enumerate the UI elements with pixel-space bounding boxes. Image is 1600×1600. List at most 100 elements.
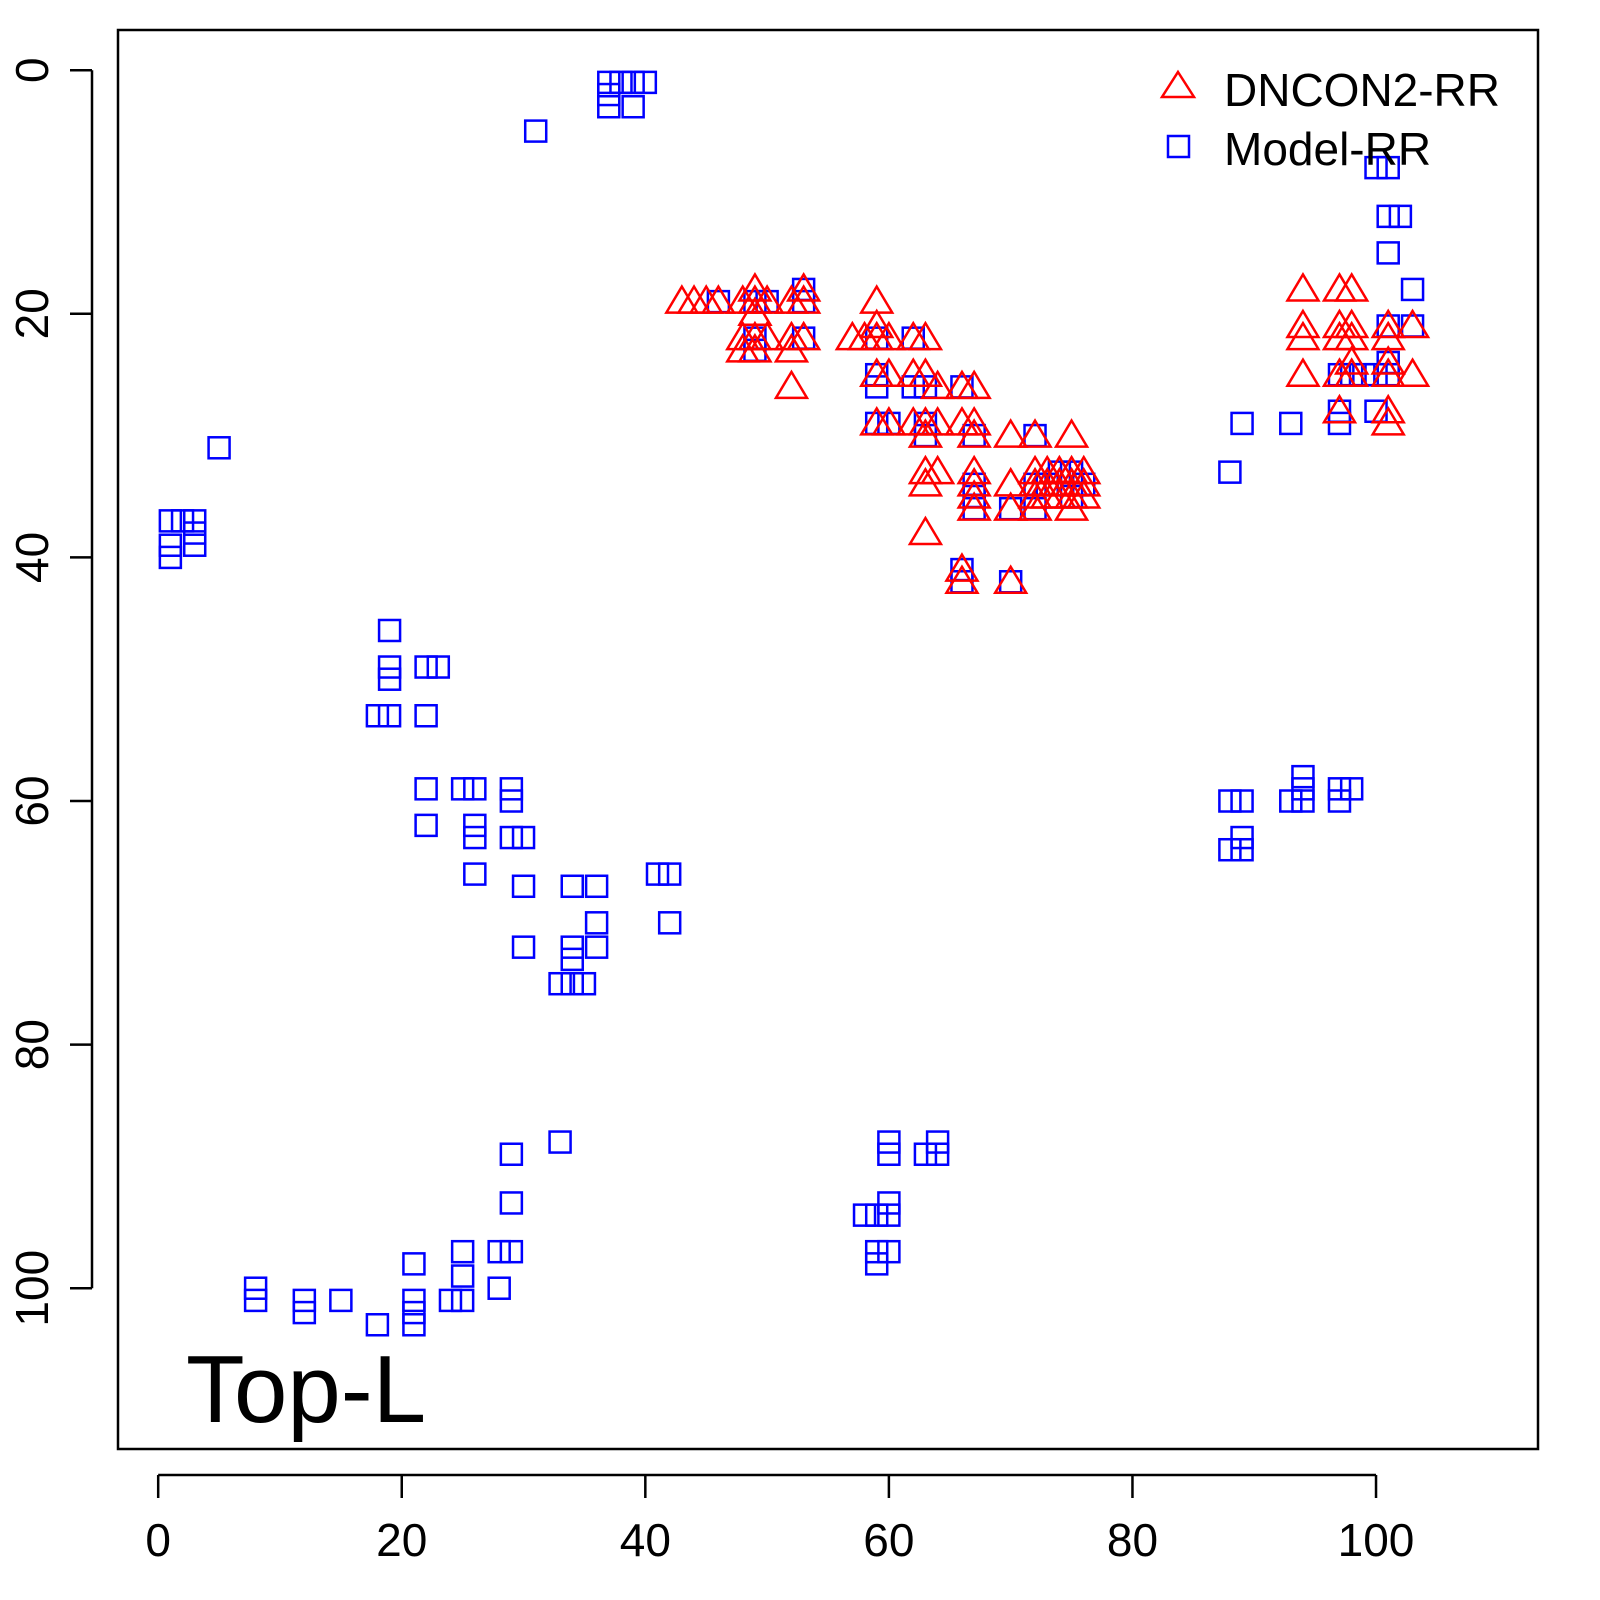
legend: DNCON2-RR Model-RR [1159, 64, 1500, 175]
model-rr-point [511, 825, 536, 850]
dncon2-rr-point [700, 284, 737, 314]
model-rr-point [329, 1288, 353, 1313]
dncon2-rr-point [944, 552, 980, 582]
dncon2-rr-point [785, 271, 822, 302]
model-rr-point [463, 813, 487, 838]
dncon2-rr-point [1066, 479, 1102, 509]
model-rr-point [657, 862, 682, 886]
model-rr-point [158, 533, 183, 557]
model-rr-point [584, 911, 609, 935]
model-rr-point [377, 618, 402, 643]
dncon2-rr-point [1285, 357, 1321, 387]
model-rr-point [864, 1252, 889, 1276]
dncon2-rr-point [992, 418, 1029, 448]
model-rr-point [609, 70, 633, 95]
legend-square-icon [1166, 134, 1191, 159]
dncon2-rr-point [1053, 491, 1090, 521]
model-rr-point [499, 1191, 524, 1215]
y-tick-label: 80 [6, 1019, 58, 1070]
model-rr-point [207, 436, 231, 460]
dncon2-rr-point [871, 405, 907, 436]
model-rr-point [365, 1313, 390, 1337]
model-rr-point [597, 70, 621, 95]
model-rr-point [182, 521, 207, 545]
model-rr-point [1327, 777, 1352, 801]
model-rr-point [414, 655, 438, 679]
model-rr-point [1230, 837, 1254, 862]
legend-label-dncon2: DNCON2-RR [1224, 64, 1500, 116]
model-rr-point [414, 703, 438, 728]
dncon2-rr-point [737, 332, 773, 363]
model-rr-point [560, 947, 585, 972]
model-rr-point [499, 1142, 524, 1166]
dncon2-rr-point [785, 320, 822, 351]
dncon2-rr-point [907, 357, 944, 387]
model-rr-point [877, 1130, 901, 1154]
model-rr-point [402, 1252, 426, 1276]
model-rr-point [377, 655, 402, 679]
x-tick-label: 0 [145, 1514, 171, 1566]
model-rr-point [1364, 155, 1388, 180]
model-rr-point [450, 1264, 475, 1288]
points-layer [158, 70, 1431, 1337]
model-rr-point [243, 1288, 268, 1313]
dncon2-rr-point [919, 369, 956, 400]
dncon2-rr-point [1321, 393, 1358, 424]
model-rr-point [450, 777, 475, 801]
dncon2-rr-point [956, 479, 992, 509]
model-rr-point [913, 1142, 938, 1166]
model-rr-point [523, 119, 548, 143]
x-tick-label: 20 [376, 1514, 427, 1566]
dncon2-rr-point [1394, 308, 1431, 339]
plot-frame [116, 28, 1540, 1451]
model-rr-point [621, 94, 645, 119]
model-rr-point [438, 1288, 463, 1313]
dncon2-rr-point [773, 369, 810, 400]
dncon2-rr-point [1333, 357, 1370, 387]
x-tick-label: 80 [1107, 1514, 1158, 1566]
model-rr-point [292, 1300, 317, 1325]
model-rr-point [511, 874, 536, 899]
dncon2-rr-point [749, 320, 785, 351]
model-rr-point [1291, 789, 1315, 813]
legend-triangle-icon [1159, 69, 1197, 99]
y-tick-label: 20 [6, 288, 58, 339]
dncon2-rr-point [956, 405, 992, 436]
model-rr-point [463, 777, 487, 801]
model-rr-point [1400, 314, 1425, 338]
model-rr-point [377, 667, 402, 691]
dncon2-rr-point [1285, 271, 1321, 302]
model-rr-point [572, 971, 597, 996]
model-rr-point [560, 971, 585, 996]
dncon2-rr-point [919, 405, 956, 436]
y-tick-label: 60 [6, 775, 58, 826]
model-rr-point [182, 533, 207, 557]
dncon2-rr-point [1370, 393, 1406, 424]
model-rr-point [1218, 460, 1242, 484]
model-rr-point [1376, 204, 1400, 229]
model-rr-point [548, 971, 572, 996]
model-rr-point [645, 862, 670, 886]
dncon2-rr-point [1370, 357, 1406, 387]
y-tick-label: 40 [6, 532, 58, 583]
model-rr-point [402, 1288, 426, 1313]
dncon2-rr-point [992, 491, 1029, 521]
dncon2-rr-point [1333, 345, 1370, 375]
dncon2-rr-point [1370, 405, 1406, 436]
model-rr-point [463, 825, 487, 850]
model-rr-point [1339, 777, 1364, 801]
dncon2-rr-point [871, 357, 907, 387]
model-rr-point [1230, 411, 1254, 436]
annotation-label: Top-L [186, 1336, 426, 1443]
dncon2-rr-point [1017, 491, 1053, 521]
model-rr-point [487, 1239, 511, 1264]
dncon2-rr-point [1066, 466, 1102, 497]
model-rr-point [450, 1239, 475, 1264]
model-rr-point [170, 509, 195, 533]
model-rr-point [852, 1203, 877, 1227]
model-rr-point [877, 1203, 901, 1227]
model-rr-point [1376, 241, 1400, 265]
model-rr-point [1279, 789, 1303, 813]
dncon2-rr-point [956, 491, 992, 521]
model-rr-point [998, 570, 1023, 594]
